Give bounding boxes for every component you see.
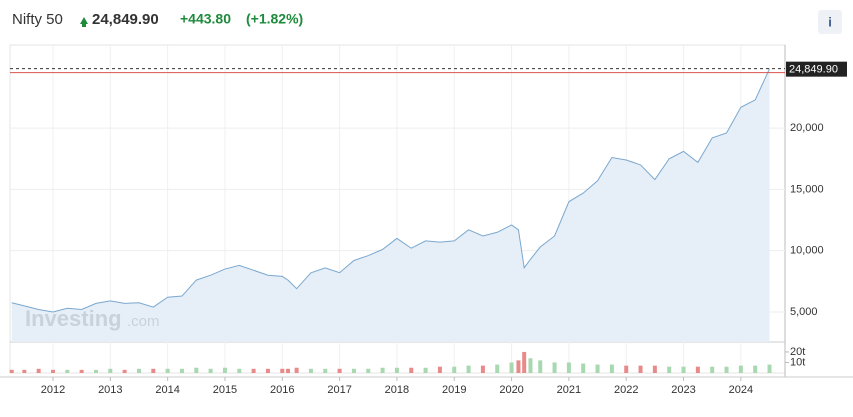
volume-bar [480,365,485,373]
volume-bar [366,368,371,373]
volume-bar [724,366,729,373]
volume-bar [538,360,543,373]
y-tick-label: 10,000 [790,245,824,257]
x-tick-label: 2022 [614,384,638,396]
plot: 2012 2013 2014 2015 2016 2017 2018 2019 2020 2021… [0,44,853,396]
volume-bar [652,365,657,373]
volume-bar [251,368,256,373]
volume-bar [667,366,672,373]
y-tick-label: 20t [790,346,805,358]
volume-bar [380,367,385,373]
volume-bar [122,369,127,373]
watermark-suffix: .com [127,313,160,330]
x-tick-label: 2018 [385,384,409,396]
volume-bar [738,365,743,373]
volume-bar [681,366,686,373]
volume-bar [437,366,442,373]
volume-bar [286,368,291,373]
volume-bar [50,369,55,373]
x-tick-label: 2021 [557,384,581,396]
info-icon[interactable]: i [828,14,832,29]
x-tick-label: 2016 [270,384,294,396]
price: 24,849.90 [92,11,159,28]
volume-bar [609,364,614,373]
volume-bar [280,368,285,373]
volume-bar [265,368,270,373]
volume-bar [394,367,399,373]
up-arrow [80,17,88,27]
volume-bar [638,365,643,373]
volume-bar [452,366,457,373]
volume-bar [108,368,113,373]
volume-bar [93,369,98,373]
volume-bar [753,365,758,373]
volume-bar [208,368,213,373]
x-tick-label: 2015 [213,384,237,396]
volume-bar [522,351,527,373]
index-name: Nifty 50 [12,11,63,28]
volume-bar [337,368,342,373]
x-tick-label: 2012 [41,384,65,396]
change: +443.80 [180,11,231,27]
x-tick-label: 2017 [327,384,351,396]
volume-bar [409,367,414,373]
y-tick-label: 20,000 [790,122,824,134]
volume-bar [165,368,170,373]
volume-bar [194,367,199,373]
last-price-label: 24,849.90 [789,64,838,76]
x-tick-label: 2019 [442,384,466,396]
volume-bar [9,369,14,373]
volume-bar [595,364,600,373]
volume-bar [495,364,500,373]
x-tick-label: 2014 [155,384,179,396]
volume-bar [516,360,521,373]
volume-bar [237,368,242,373]
volume-bar [22,369,27,373]
volume-bar [65,369,70,373]
change-pct: (+1.82%) [246,11,303,27]
volume-bar [222,367,227,373]
price-line [11,68,770,313]
info-button[interactable] [818,10,842,34]
last-price-box [786,61,847,77]
y-tick-label: 10t [790,356,805,368]
volume-bar [36,368,41,373]
volume-bar [710,366,715,373]
volume-bar [466,365,471,373]
volume-bar [308,368,313,373]
volume-bar [323,368,328,373]
x-tick-label: 2024 [729,384,753,396]
y-tick-label: 5,000 [790,306,818,318]
watermark: Investing [25,306,122,331]
volume-bar [695,366,700,373]
volume-bar [351,368,356,373]
volume-bar [79,369,84,373]
y-tick-label: 15,000 [790,183,824,195]
volume-bar [509,362,514,373]
volume-bar [566,362,571,373]
x-tick-label: 2020 [499,384,523,396]
x-tick-label: 2023 [671,384,695,396]
volume-bar [423,367,428,373]
volume-bar [179,368,184,373]
volume-bar [624,365,629,373]
volume-bar [528,358,533,373]
volume-bar [767,364,772,373]
volume-bar [151,368,156,373]
volume-bar [581,363,586,373]
volume-bar [294,367,299,373]
x-tick-label: 2013 [98,384,122,396]
volume-bar [136,368,141,373]
volume-bar [552,362,557,373]
area-fill [11,68,770,342]
